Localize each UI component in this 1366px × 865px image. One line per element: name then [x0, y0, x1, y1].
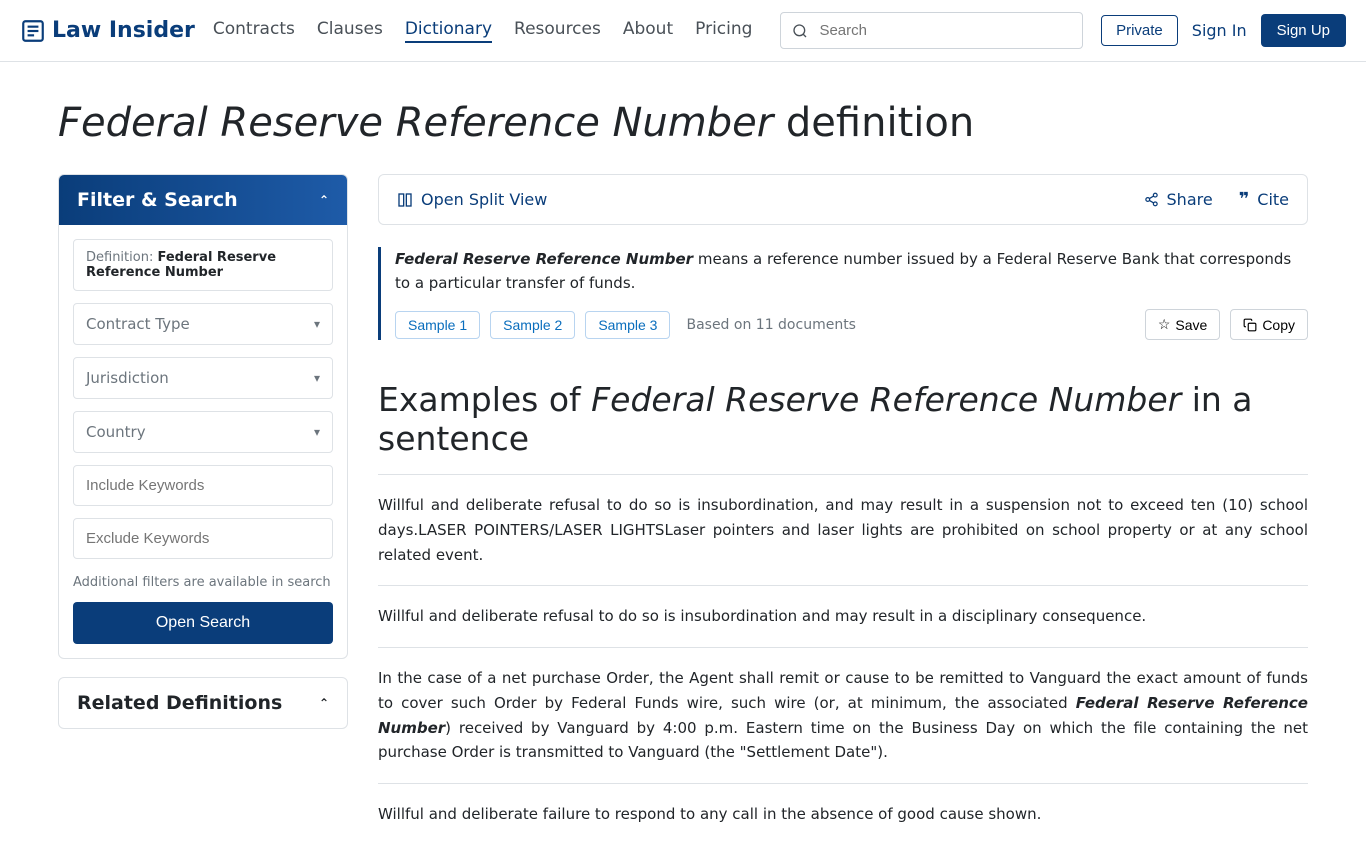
definition-block: Federal Reserve Reference Number means a…: [378, 247, 1308, 340]
title-term: Federal Reserve Reference Number: [58, 100, 773, 146]
logo[interactable]: Law Insider: [20, 18, 195, 44]
copy-button[interactable]: Copy: [1230, 309, 1308, 340]
sidebar: Filter & Search ⌃ Definition: Federal Re…: [58, 174, 348, 845]
header: Law Insider Contracts Clauses Dictionary Re…: [0, 0, 1366, 62]
example-item: Willful and deliberate refusal to do so …: [378, 474, 1308, 585]
nav-item-about[interactable]: About: [623, 19, 673, 43]
action-buttons: ☆Save Copy: [1145, 309, 1308, 340]
share-label: Share: [1167, 190, 1213, 209]
nav-item-pricing[interactable]: Pricing: [695, 19, 752, 43]
toolbar-right: Share ❞ Cite: [1144, 189, 1289, 210]
star-icon: ☆: [1158, 316, 1171, 333]
filter-header[interactable]: Filter & Search ⌃: [59, 175, 347, 225]
share-button[interactable]: Share: [1144, 189, 1213, 210]
chevron-up-icon: ⌃: [319, 696, 329, 710]
open-split-view-button[interactable]: Open Split View: [397, 190, 547, 209]
filter-country[interactable]: Country▾: [73, 411, 333, 453]
columns-icon: [397, 192, 413, 208]
chevron-up-icon: ⌃: [319, 193, 329, 207]
container: Federal Reserve Reference Number definit…: [28, 62, 1338, 865]
samples-row: Sample 1 Sample 2 Sample 3 Based on 11 doc…: [395, 309, 1308, 340]
ex-prefix: Examples of: [378, 380, 591, 419]
filter-exclude-keywords[interactable]: [73, 518, 333, 559]
quote-icon: ❞: [1239, 189, 1250, 210]
filter-contract-type[interactable]: Contract Type▾: [73, 303, 333, 345]
definition-box: Definition: Federal Reserve Reference Nu…: [73, 239, 333, 291]
share-icon: [1144, 192, 1159, 207]
save-button[interactable]: ☆Save: [1145, 309, 1220, 340]
def-label: Definition:: [86, 250, 157, 265]
logo-text: Law Insider: [52, 18, 195, 43]
nav-item-dictionary[interactable]: Dictionary: [405, 19, 492, 43]
filter-jurisdiction[interactable]: Jurisdiction▾: [73, 357, 333, 399]
sample-button[interactable]: Sample 1: [395, 311, 480, 339]
filter-body: Definition: Federal Reserve Reference Nu…: [59, 225, 347, 658]
header-right: Private Sign In Sign Up: [1101, 14, 1346, 47]
nav: Contracts Clauses Dictionary Resources About…: [213, 19, 753, 43]
page-title: Federal Reserve Reference Number definit…: [58, 100, 1308, 146]
example-item: Willful and deliberate failure to respon…: [378, 783, 1308, 845]
filter-note: Additional filters are available in sear…: [73, 575, 333, 590]
caret-down-icon: ▾: [314, 425, 320, 439]
save-label: Save: [1175, 317, 1207, 333]
example-item: In the case of a net purchase Order, the…: [378, 647, 1308, 783]
logo-icon: [20, 18, 46, 44]
search-input[interactable]: [780, 12, 1083, 49]
sample-button[interactable]: Sample 2: [490, 311, 575, 339]
sample-button[interactable]: Sample 3: [585, 311, 670, 339]
open-search-button[interactable]: Open Search: [73, 602, 333, 644]
copy-label: Copy: [1262, 317, 1295, 333]
search-box: [780, 12, 1083, 49]
nav-item-clauses[interactable]: Clauses: [317, 19, 383, 43]
cite-label: Cite: [1257, 190, 1289, 209]
cite-button[interactable]: ❞ Cite: [1239, 189, 1289, 210]
caret-down-icon: ▾: [314, 317, 320, 331]
example-item: Willful and deliberate refusal to do so …: [378, 585, 1308, 647]
filter-include-keywords[interactable]: [73, 465, 333, 506]
based-on-text: Based on 11 documents: [686, 317, 856, 333]
copy-icon: [1243, 318, 1257, 332]
examples-title: Examples of Federal Reserve Reference Nu…: [378, 380, 1308, 458]
ex-term: Federal Reserve Reference Number: [591, 380, 1181, 419]
nav-item-resources[interactable]: Resources: [514, 19, 601, 43]
layout: Filter & Search ⌃ Definition: Federal Re…: [58, 174, 1308, 845]
signup-button[interactable]: Sign Up: [1261, 14, 1346, 47]
private-button[interactable]: Private: [1101, 15, 1178, 46]
related-header[interactable]: Related Definitions ⌃: [59, 678, 347, 728]
title-suffix: definition: [773, 100, 974, 146]
def-term: Federal Reserve Reference Number: [395, 250, 693, 268]
signin-link[interactable]: Sign In: [1192, 21, 1247, 40]
definition-text: Federal Reserve Reference Number means a…: [395, 247, 1308, 295]
nav-item-contracts[interactable]: Contracts: [213, 19, 295, 43]
filter-title: Filter & Search: [77, 189, 238, 211]
related-title: Related Definitions: [77, 692, 282, 714]
toolbar: Open Split View Share ❞ Cite: [378, 174, 1308, 225]
caret-down-icon: ▾: [314, 371, 320, 385]
main: Open Split View Share ❞ Cite Federal Res…: [378, 174, 1308, 845]
filter-card: Filter & Search ⌃ Definition: Federal Re…: [58, 174, 348, 659]
open-split-label: Open Split View: [421, 190, 547, 209]
related-card: Related Definitions ⌃: [58, 677, 348, 729]
search-icon: [792, 23, 808, 39]
